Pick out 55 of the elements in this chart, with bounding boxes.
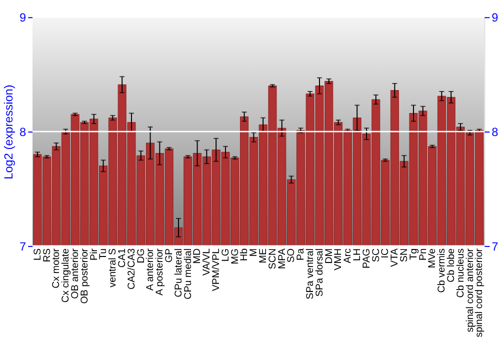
- x-tick-label: SC: [370, 248, 382, 262]
- x-tick-label: ME: [258, 248, 270, 264]
- x-tick-label: Hb: [239, 248, 250, 262]
- x-tick-label: CPu medial: [182, 248, 194, 300]
- x-tick-label: Pir: [88, 248, 100, 260]
- x-tick-label: Tu: [98, 248, 110, 260]
- x-tick-label: VTA: [390, 248, 401, 267]
- x-tick-label: CA2/CA3: [126, 248, 138, 290]
- x-tick-label: VA/VL: [202, 248, 213, 276]
- x-tick-label: Pa: [296, 248, 307, 260]
- y-axis-title: Log2 (expression): [2, 84, 16, 180]
- x-tick-label: A posterior: [154, 248, 166, 296]
- x-tick-label: DM: [324, 248, 335, 264]
- x-tick-label: Arc: [342, 248, 354, 264]
- x-tick-label: CPu lateral: [173, 248, 184, 298]
- y2-tick-label: 8: [492, 124, 499, 139]
- y2-tick-label: 9: [492, 10, 499, 25]
- y-tick-label: 7: [20, 239, 26, 254]
- x-tick-label: GP: [164, 248, 176, 263]
- x-tick-label: Tg: [408, 248, 420, 260]
- x-tick-label: MG: [230, 248, 241, 264]
- x-tick-label: Cb lobe: [446, 248, 458, 282]
- x-tick-label: PAG: [361, 248, 372, 269]
- x-tick-label: SO: [286, 248, 298, 263]
- y2-tick-label: 7: [492, 239, 498, 254]
- x-tick-label: LS: [32, 248, 44, 260]
- x-tick-label: CA1: [117, 248, 128, 268]
- x-tick-label: M: [248, 248, 260, 257]
- x-tick-label: VMH: [333, 248, 344, 270]
- x-tick-label: spinal cord anterior: [464, 248, 476, 332]
- x-tick-label: IC: [380, 248, 392, 258]
- x-tick-label: SCN: [267, 248, 278, 270]
- x-tick-label: Cx motor: [51, 248, 62, 288]
- x-tick-label: Pn: [418, 248, 429, 260]
- x-tick-label: A anterior: [145, 248, 156, 291]
- x-tick-label: spinal cord posterior: [474, 248, 486, 338]
- x-tick-label: SPa ventral: [305, 248, 316, 300]
- x-tick-label: MD: [192, 248, 204, 264]
- x-tick-label: ventral S: [108, 248, 119, 288]
- x-tick-label: MPA: [276, 248, 288, 270]
- x-tick-label: OB anterior: [70, 248, 82, 299]
- x-tick-label: SPa dorsal: [314, 248, 326, 297]
- x-tick-label: Cb nucleus: [455, 248, 466, 298]
- x-tick-label: MVe: [427, 248, 438, 268]
- y-tick-label: 9: [20, 10, 27, 25]
- x-tick-label: LH: [352, 248, 364, 262]
- x-tick-label: LG: [220, 248, 232, 262]
- x-tick-label: Cb vermis: [436, 248, 448, 293]
- y-tick-label: 8: [20, 124, 27, 139]
- x-tick-label: SN: [399, 248, 410, 262]
- x-tick-label: OB posterior: [79, 248, 90, 304]
- x-tick-label: Cx cingulate: [60, 248, 72, 303]
- x-tick-label: DG: [136, 248, 147, 264]
- x-tick-label: VPM/VPL: [211, 248, 222, 292]
- x-tick-label: RS: [42, 248, 53, 262]
